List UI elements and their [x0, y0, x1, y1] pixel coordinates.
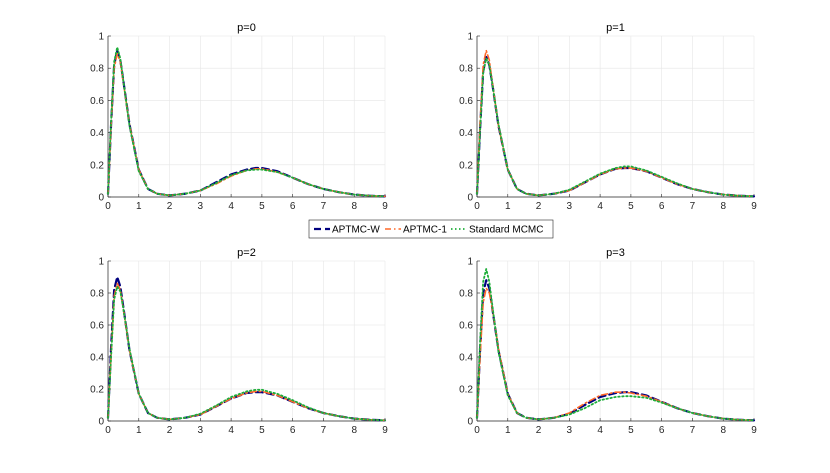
series-line-aptmc-1 — [107, 282, 386, 422]
x-tick-label: 7 — [690, 201, 696, 212]
x-tick-label: 9 — [382, 201, 388, 212]
y-tick-label: 0.8 — [459, 64, 473, 75]
x-tick-label: 4 — [228, 425, 234, 436]
series-line-standard-mcmc — [476, 268, 755, 422]
legend-label-standard-mcmc: Standard MCMC — [469, 225, 543, 236]
x-tick-label: 6 — [659, 425, 665, 436]
y-tick-label: 0.4 — [459, 353, 473, 364]
y-tick-label: 0.2 — [459, 160, 473, 171]
series-line-aptmc-w — [106, 275, 387, 422]
x-tick-label: 8 — [720, 201, 726, 212]
x-tick-label: 6 — [290, 201, 296, 212]
x-tick-label: 9 — [751, 201, 757, 212]
x-tick-label: 0 — [474, 425, 480, 436]
x-tick-label: 2 — [167, 425, 173, 436]
y-tick-label: 0.6 — [459, 96, 473, 107]
y-tick-label: 0.4 — [459, 128, 473, 139]
y-tick-label: 0.6 — [90, 321, 104, 332]
x-tick-label: 1 — [136, 201, 142, 212]
x-tick-label: 1 — [505, 201, 511, 212]
x-tick-label: 1 — [136, 425, 142, 436]
x-tick-label: 2 — [536, 425, 542, 436]
panel-title: p=0 — [237, 22, 256, 34]
series-line-standard-mcmc — [107, 285, 386, 422]
series-line-aptmc-1 — [476, 49, 755, 198]
x-tick-label: 9 — [382, 425, 388, 436]
x-tick-label: 8 — [351, 425, 357, 436]
x-tick-label: 9 — [751, 425, 757, 436]
y-tick-label: 1 — [98, 257, 104, 268]
legend-box — [308, 219, 554, 239]
series-line-aptmc-w — [106, 49, 387, 198]
panel-title: p=2 — [237, 247, 256, 259]
panel-p-2: 0 1 2 3 4 5 6 7 8 9 0 0.2 0.4 0.6 0.8 1 p=2 — [90, 247, 388, 436]
x-tick-label: 5 — [259, 425, 265, 436]
x-tick-label: 8 — [351, 201, 357, 212]
legend: APTMC-W APTMC-1 Standard MCMC — [308, 219, 554, 239]
series-line-standard-mcmc — [107, 46, 386, 198]
subplot-grid: 0 1 2 3 4 5 6 7 8 9 0 0.2 0.4 0.6 0.8 1 p=0 0 1 2 3 4 5 6 7 8 9 0 0.… — [90, 22, 757, 436]
y-tick-label: 0.8 — [459, 289, 473, 300]
x-tick-label: 6 — [290, 425, 296, 436]
x-tick-label: 0 — [105, 201, 111, 212]
x-tick-label: 7 — [321, 425, 327, 436]
x-tick-label: 4 — [597, 201, 603, 212]
y-tick-label: 0.4 — [90, 128, 104, 139]
legend-label-aptmc-w: APTMC-W — [332, 225, 380, 236]
x-tick-label: 5 — [259, 201, 265, 212]
x-tick-label: 7 — [321, 201, 327, 212]
y-tick-label: 0.8 — [90, 64, 104, 75]
y-tick-label: 0.6 — [90, 96, 104, 107]
x-tick-label: 0 — [105, 425, 111, 436]
x-tick-label: 2 — [536, 201, 542, 212]
y-tick-label: 1 — [467, 257, 473, 268]
y-tick-label: 0 — [467, 193, 473, 204]
y-tick-label: 0 — [467, 417, 473, 428]
panel-p-0: 0 1 2 3 4 5 6 7 8 9 0 0.2 0.4 0.6 0.8 1 p=0 — [90, 22, 388, 212]
series-line-standard-mcmc — [476, 57, 755, 198]
x-tick-label: 3 — [567, 201, 573, 212]
y-tick-label: 1 — [467, 32, 473, 43]
y-tick-label: 0.2 — [90, 385, 104, 396]
series-line-aptmc-1 — [107, 52, 386, 198]
x-tick-label: 3 — [198, 425, 204, 436]
x-tick-label: 3 — [198, 201, 204, 212]
panel-p-3: 0 1 2 3 4 5 6 7 8 9 0 0.2 0.4 0.6 0.8 1 p=3 — [459, 247, 757, 436]
y-tick-label: 0.2 — [459, 385, 473, 396]
y-tick-label: 1 — [98, 32, 104, 43]
x-tick-label: 2 — [167, 201, 173, 212]
x-tick-label: 8 — [720, 425, 726, 436]
panel-title: p=1 — [606, 22, 625, 34]
x-tick-label: 5 — [628, 201, 634, 212]
y-tick-label: 0.8 — [90, 289, 104, 300]
y-tick-label: 0.2 — [90, 160, 104, 171]
x-tick-label: 3 — [567, 425, 573, 436]
x-tick-label: 4 — [597, 425, 603, 436]
panel-title: p=3 — [606, 247, 625, 259]
x-tick-label: 4 — [228, 201, 234, 212]
series-line-aptmc-w — [475, 55, 756, 198]
y-tick-label: 0.4 — [90, 353, 104, 364]
x-tick-label: 6 — [659, 201, 665, 212]
x-tick-label: 7 — [690, 425, 696, 436]
y-tick-label: 0.6 — [459, 321, 473, 332]
x-tick-label: 5 — [628, 425, 634, 436]
x-tick-label: 1 — [505, 425, 511, 436]
series-line-aptmc-w — [475, 279, 756, 422]
y-tick-label: 0 — [98, 193, 104, 204]
legend-label-aptmc-1: APTMC-1 — [403, 225, 447, 236]
x-tick-label: 0 — [474, 201, 480, 212]
panel-p-1: 0 1 2 3 4 5 6 7 8 9 0 0.2 0.4 0.6 0.8 1 p=1 — [459, 22, 757, 212]
series-line-aptmc-1 — [476, 287, 755, 422]
y-tick-label: 0 — [98, 417, 104, 428]
